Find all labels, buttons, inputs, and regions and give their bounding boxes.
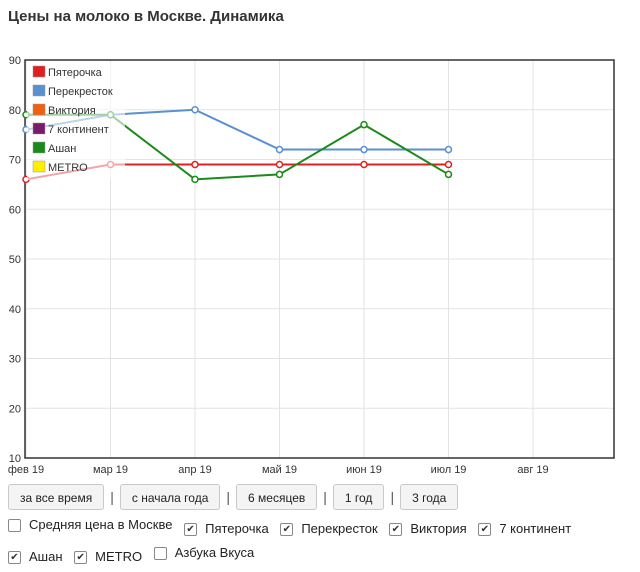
- checkbox-ashan[interactable]: ✔ Ашан: [8, 545, 63, 569]
- legend-swatch: [32, 65, 46, 78]
- checkbox-box[interactable]: ✔: [280, 522, 294, 536]
- checkbox-label: Средняя цена в Москве: [29, 517, 173, 532]
- checkbox-box[interactable]: ✔: [184, 522, 198, 536]
- checkbox-label: Виктория: [410, 521, 467, 536]
- data-point: [444, 170, 453, 179]
- three-years-button[interactable]: 3 года: [400, 484, 459, 510]
- data-point: [275, 160, 284, 169]
- checkbox-label: 7 континент: [499, 521, 572, 536]
- series-checkboxes: Средняя цена в Москве ✔ Пятерочка ✔ Перекр…: [8, 513, 632, 569]
- data-point: [360, 120, 368, 129]
- checkbox-box[interactable]: [153, 546, 167, 560]
- legend-label: Ашан: [48, 143, 76, 155]
- x-tick-label: фев 19: [8, 464, 44, 476]
- data-point: [191, 106, 199, 114]
- data-point: [275, 170, 284, 179]
- legend-swatch: [32, 103, 46, 116]
- x-tick-label: май 19: [262, 464, 297, 476]
- y-tick-label: 10: [9, 453, 21, 465]
- checkbox-metro[interactable]: ✔ METRO: [74, 545, 142, 569]
- data-point: [360, 160, 368, 169]
- legend-swatch: [32, 160, 46, 173]
- legend-label: 7 континент: [48, 124, 109, 136]
- checkbox-box[interactable]: ✔: [74, 550, 88, 564]
- legend-label: Перекресток: [48, 86, 113, 98]
- checkbox-perekrestok[interactable]: ✔ Перекресток: [280, 517, 378, 541]
- legend-background: [27, 62, 125, 180]
- checkbox-azbuka-vkusa[interactable]: Азбука Вкуса: [153, 541, 255, 565]
- separator: |: [323, 489, 327, 505]
- checkbox-box[interactable]: ✔: [389, 522, 403, 536]
- six-months-button[interactable]: 6 месяцев: [236, 484, 318, 510]
- y-tick-label: 40: [9, 304, 21, 316]
- plot-area: [24, 59, 615, 459]
- separator: |: [390, 489, 395, 505]
- separator: |: [226, 489, 231, 505]
- y-tick-label: 90: [9, 55, 21, 67]
- x-tick-label: апр 19: [178, 464, 211, 476]
- legend-label: Пятерочка: [48, 67, 103, 79]
- one-year-button[interactable]: 1 год: [332, 484, 385, 510]
- checkbox-box[interactable]: ✔: [478, 522, 492, 536]
- x-tick-label: авг 19: [517, 464, 548, 476]
- checkbox-label: Азбука Вкуса: [174, 545, 255, 560]
- separator: |: [110, 489, 114, 505]
- data-point: [191, 175, 199, 184]
- data-point: [360, 145, 368, 154]
- x-tick-label: июл 19: [431, 464, 467, 476]
- checkbox-average-moscow[interactable]: Средняя цена в Москве: [8, 513, 172, 537]
- y-tick-label: 20: [9, 403, 21, 415]
- period-buttons: за все время | с начала года | 6 месяцев…: [8, 484, 459, 510]
- all-time-button[interactable]: за все время: [8, 484, 105, 510]
- legend-label: Виктория: [48, 105, 96, 117]
- y-tick-label: 60: [9, 204, 21, 216]
- data-point: [275, 145, 284, 154]
- page-title: Цены на молоко в Москве. Динамика: [8, 8, 284, 25]
- checkbox-label: Перекресток: [301, 521, 378, 536]
- checkbox-7-kontinent[interactable]: ✔ 7 континент: [478, 517, 571, 541]
- price-line-chart: 10 20 30 40 50 60 70 80 90 фев 19 мар 19 апр 19 май …: [8, 55, 615, 476]
- checkbox-box[interactable]: ✔: [8, 550, 21, 564]
- checkbox-box[interactable]: [8, 518, 21, 532]
- legend-swatch: [32, 141, 46, 154]
- y-tick-label: 70: [9, 155, 21, 167]
- data-point: [444, 145, 453, 154]
- y-tick-label: 30: [9, 354, 21, 366]
- data-point: [444, 160, 453, 169]
- legend-label: METRO: [48, 162, 88, 174]
- y-tick-label: 80: [9, 105, 21, 117]
- checkbox-label: Пятерочка: [205, 521, 269, 536]
- legend-swatch: [32, 84, 46, 97]
- year-to-date-button[interactable]: с начала года: [119, 484, 221, 510]
- checkbox-label: METRO: [95, 549, 143, 564]
- checkbox-pyaterochka[interactable]: ✔ Пятерочка: [184, 517, 269, 541]
- y-tick-label: 50: [9, 254, 21, 266]
- x-tick-label: мар 19: [93, 464, 128, 476]
- data-point: [191, 160, 199, 169]
- x-tick-label: июн 19: [346, 464, 382, 476]
- checkbox-label: Ашан: [29, 549, 63, 564]
- checkbox-viktoriya[interactable]: ✔ Виктория: [389, 517, 467, 541]
- legend-swatch: [32, 122, 46, 135]
